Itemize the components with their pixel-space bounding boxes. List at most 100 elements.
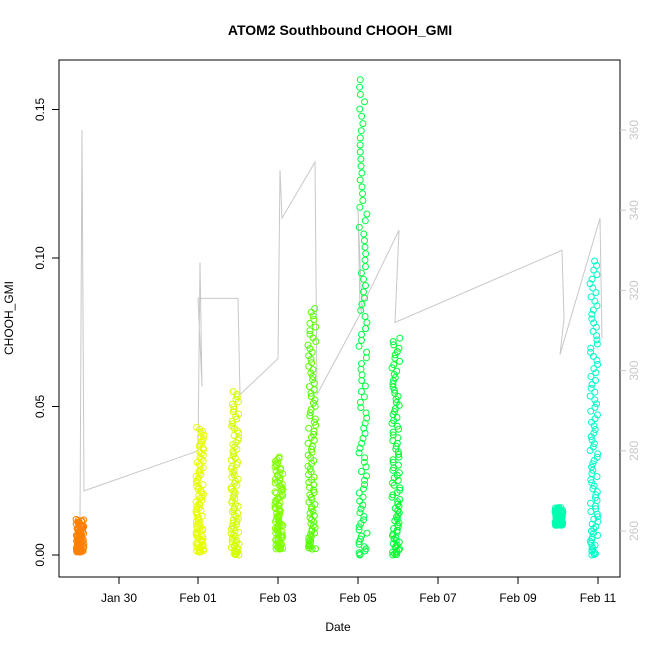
data-point — [358, 331, 365, 338]
data-point — [592, 289, 600, 296]
data-point — [357, 535, 364, 543]
y2-tick-label: 340 — [627, 200, 641, 220]
y2-tick-label: 360 — [627, 120, 641, 140]
data-point — [358, 336, 365, 344]
data-point — [356, 83, 364, 91]
y-tick-label: 0.05 — [33, 394, 47, 418]
data-point — [590, 429, 598, 437]
data-point — [311, 305, 319, 312]
data-point — [589, 460, 597, 468]
data-point — [589, 443, 597, 451]
data-point — [591, 297, 599, 305]
data-point — [587, 293, 595, 301]
data-point — [395, 344, 403, 352]
data-point — [588, 380, 596, 388]
data-point — [358, 169, 366, 177]
data-point — [72, 515, 80, 523]
data-point — [356, 398, 364, 406]
y2-tick-label: 300 — [627, 360, 641, 380]
data-point — [361, 98, 368, 106]
data-point — [361, 429, 369, 437]
data-point — [359, 190, 366, 198]
data-point — [358, 183, 366, 191]
data-point — [591, 415, 599, 423]
data-point — [590, 440, 598, 448]
data-point — [359, 120, 367, 128]
data-point — [228, 508, 236, 515]
x-tick-label: Feb 05 — [339, 591, 377, 605]
data-point — [593, 357, 601, 364]
data-point — [357, 468, 365, 475]
data-point — [310, 512, 318, 520]
data-point — [391, 408, 398, 416]
data-point — [592, 505, 600, 513]
data-point — [357, 269, 365, 277]
data-point — [356, 134, 364, 142]
data-point — [310, 386, 318, 394]
data-point — [356, 509, 364, 517]
data-point — [232, 513, 240, 521]
data-point — [394, 461, 402, 469]
data-point — [360, 485, 367, 493]
data-point — [363, 348, 371, 356]
data-point — [594, 531, 602, 539]
data-point — [363, 529, 371, 537]
data-point — [306, 319, 314, 327]
data-point — [308, 445, 315, 453]
data-point — [586, 537, 594, 545]
data-point — [227, 456, 235, 464]
data-point — [363, 414, 371, 422]
data-point — [389, 458, 397, 466]
data-point — [193, 423, 201, 431]
data-point — [197, 471, 205, 479]
data-point — [389, 456, 397, 464]
data-point — [306, 412, 314, 420]
data-point — [362, 354, 370, 362]
data-point — [555, 504, 563, 511]
data-point — [591, 396, 599, 404]
data-point — [394, 498, 402, 506]
data-point — [586, 280, 594, 288]
data-point — [355, 526, 363, 534]
data-point — [309, 376, 317, 384]
data-point — [591, 403, 599, 411]
secondary-line — [79, 129, 603, 523]
data-point — [588, 479, 596, 487]
data-point — [362, 545, 370, 553]
data-point — [357, 404, 365, 412]
data-point — [589, 352, 597, 360]
data-point — [356, 497, 364, 505]
data-point — [362, 250, 370, 258]
data-point — [305, 383, 313, 391]
data-point — [357, 532, 365, 540]
data-point — [272, 460, 280, 468]
data-point — [361, 243, 369, 251]
data-point — [587, 384, 595, 392]
data-point — [357, 155, 365, 163]
data-point — [360, 516, 367, 524]
series-4 — [304, 305, 320, 553]
data-point — [229, 388, 237, 396]
data-point — [389, 479, 396, 487]
data-point — [593, 336, 601, 344]
data-point — [355, 223, 363, 231]
data-point — [308, 505, 315, 513]
data-point — [389, 431, 397, 439]
data-point — [306, 330, 314, 338]
data-point — [356, 176, 364, 184]
data-point — [235, 410, 243, 418]
data-point — [356, 76, 364, 84]
data-point — [593, 262, 601, 269]
data-point — [389, 380, 397, 388]
data-point — [306, 345, 314, 353]
data-point — [309, 373, 317, 380]
series-0 — [72, 515, 88, 556]
data-point — [592, 377, 599, 384]
data-point — [312, 323, 320, 331]
data-point — [360, 512, 368, 520]
data-point — [590, 319, 598, 327]
data-point — [309, 366, 317, 374]
data-point — [232, 539, 240, 547]
data-point — [306, 327, 314, 335]
data-point — [396, 334, 404, 342]
